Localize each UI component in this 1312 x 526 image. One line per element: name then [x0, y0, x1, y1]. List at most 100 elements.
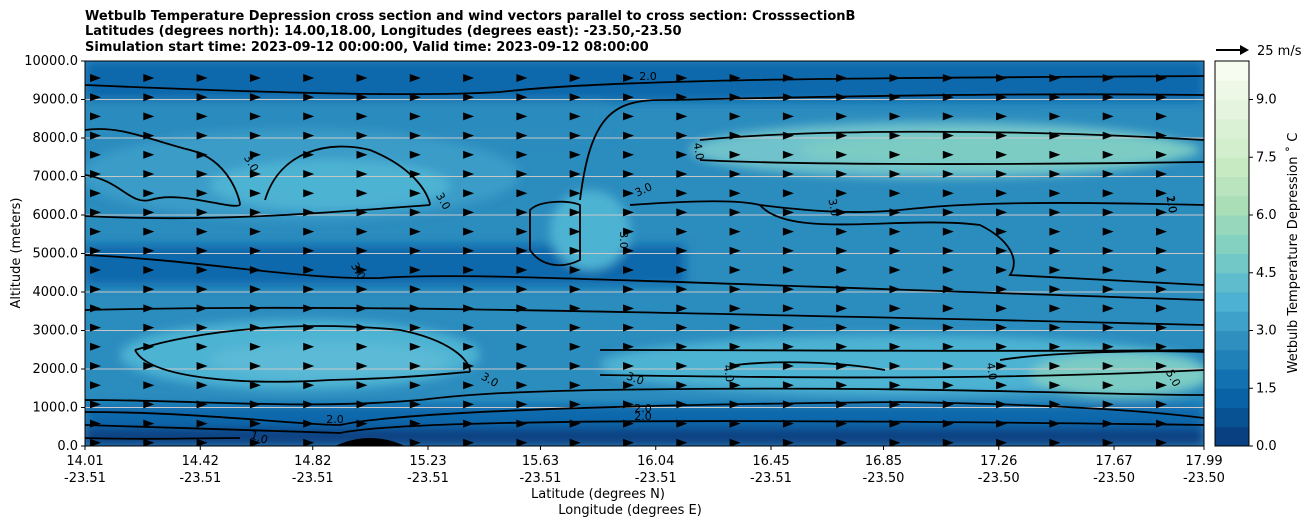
wind-arrow-icon [942, 266, 954, 274]
wind-arrow-icon [676, 381, 688, 390]
wind-arrow-icon [463, 150, 475, 159]
wind-arrow-icon [1049, 285, 1061, 294]
wind-arrow-icon [463, 266, 475, 274]
wind-arrow-icon [836, 323, 848, 332]
wind-arrow-icon [676, 189, 688, 198]
wind-arrow-icon [196, 112, 208, 121]
wind-arrow-icon [729, 400, 741, 409]
chart-title-line-1: Wetbulb Temperature Depression cross sec… [85, 9, 856, 24]
x-tick-label-lat: 16.85 [865, 454, 902, 469]
wind-arrow-icon [942, 342, 954, 351]
colorbar-level [1215, 157, 1249, 177]
wind-arrow-icon [569, 438, 581, 446]
wind-arrow-icon [889, 150, 901, 159]
wind-arrow-icon [1049, 74, 1061, 82]
wind-arrow-icon [729, 112, 741, 121]
wind-arrow-icon [569, 419, 581, 428]
colorbar-level [1215, 426, 1249, 447]
wind-arrow-icon [303, 400, 315, 409]
wind-arrow-icon [889, 131, 901, 140]
wind-arrow-icon [196, 400, 208, 409]
wind-arrow-icon [996, 150, 1008, 159]
x-tick-label-lon: -23.51 [750, 471, 792, 486]
wind-arrow-icon [836, 131, 848, 140]
wind-arrow-icon [463, 246, 475, 255]
x-tick-label-lat: 14.42 [182, 454, 219, 469]
wind-arrow-icon [409, 323, 421, 332]
wind-arrow-icon [782, 150, 794, 159]
wind-arrow-icon [996, 189, 1008, 198]
wind-arrow-icon [409, 208, 421, 217]
wind-arrow-icon [889, 74, 901, 82]
wind-arrow-icon [356, 74, 368, 82]
wind-arrow-icon [942, 74, 954, 82]
wind-arrow-icon [782, 112, 794, 121]
wind-arrow-icon [569, 170, 581, 178]
wind-arrow-icon [942, 93, 954, 102]
wind-arrow-icon [249, 304, 261, 313]
wind-arrow-icon [1049, 208, 1061, 217]
contour-line [85, 401, 1204, 426]
colorbar-level [1215, 272, 1249, 293]
wind-arrow-icon [303, 93, 315, 102]
wind-arrow-icon [836, 438, 848, 446]
colorbar-level [1215, 311, 1249, 331]
y-axis: 0.0 1000.0 2000.0 3000.0 4000.0 5000.0 6000.0 7… [24, 54, 85, 454]
wind-arrow-icon [569, 74, 581, 82]
wind-arrow-icon [836, 266, 848, 274]
contour-line [699, 130, 1204, 165]
wind-arrow-icon [623, 131, 634, 140]
colorbar-tick-label: 9.0 [1256, 93, 1277, 108]
wind-arrow-icon [623, 266, 634, 274]
wind-arrow-icon [356, 112, 368, 121]
wind-arrow-icon [1049, 362, 1061, 370]
wind-arrow-icon [303, 438, 315, 446]
wind-arrow-icon [676, 285, 688, 294]
wind-arrow-icon [1102, 285, 1114, 294]
wind-arrow-icon [996, 285, 1008, 294]
wind-arrow-icon [90, 304, 101, 313]
colorbar-level [1215, 253, 1249, 274]
wind-arrow-icon [1049, 150, 1061, 159]
wind-arrow-icon [623, 227, 634, 236]
wind-arrow-icon [1049, 93, 1061, 102]
wind-arrow-icon [623, 438, 634, 446]
wind-arrow-icon [836, 246, 848, 255]
wind-arrow-icon [143, 342, 155, 351]
wind-arrow-icon [996, 438, 1008, 446]
wind-arrow-icon [836, 227, 848, 236]
wind-arrow-icon [1102, 93, 1114, 102]
wind-arrow-icon [836, 112, 848, 121]
wind-arrow-icon [303, 150, 315, 159]
wind-arrow-icon [303, 362, 315, 370]
wind-arrow-icon [249, 362, 261, 370]
wind-arrow-icon [782, 93, 794, 102]
wind-arrow-icon [676, 112, 688, 121]
wind-arrow-icon [836, 304, 848, 313]
wind-arrow-icon [409, 342, 421, 351]
wind-arrow-icon [889, 438, 901, 446]
wind-arrow-icon [942, 150, 954, 159]
wind-arrow-icon [782, 189, 794, 198]
wind-arrow-icon [729, 170, 741, 178]
wind-arrow-icon [623, 285, 634, 294]
wind-arrow-icon [836, 170, 848, 178]
wind-arrow-icon [196, 323, 208, 332]
wind-arrow-icon [836, 189, 848, 198]
y-tick-label: 4000.0 [33, 285, 79, 300]
wind-arrow-icon [409, 112, 421, 121]
x-tick-label-lon: -23.50 [978, 471, 1020, 486]
contour-label: 4.0 [691, 142, 707, 161]
x-tick-label-lat: 15.63 [522, 454, 559, 469]
wind-arrow-icon [782, 304, 794, 313]
wind-arrow-icon [409, 189, 421, 198]
wind-arrow-icon [729, 266, 741, 274]
colorbar-level [1215, 118, 1249, 139]
wind-arrow-icon [249, 170, 261, 178]
wind-arrow-icon [463, 112, 475, 121]
wind-arrow-icon [90, 400, 101, 409]
wind-arrow-icon [623, 381, 634, 390]
y-tick-label: 2000.0 [33, 362, 79, 377]
wind-arrow-icon [836, 400, 848, 409]
wind-arrow-icon [143, 93, 155, 102]
